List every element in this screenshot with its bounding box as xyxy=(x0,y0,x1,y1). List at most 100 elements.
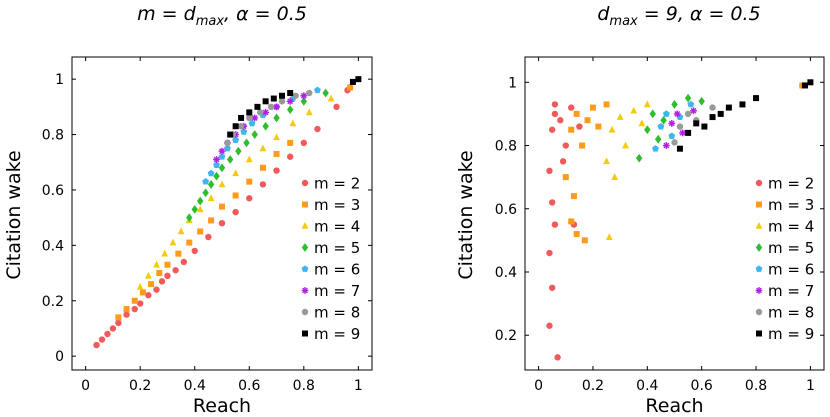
chart-title: dmax = 9, α = 0.5 xyxy=(597,3,760,29)
data-point xyxy=(287,90,294,97)
legend-label: m = 2 xyxy=(768,175,814,193)
data-point xyxy=(208,217,215,224)
data-point xyxy=(262,98,269,105)
legend-item: m = 4 xyxy=(755,218,814,236)
title-rest: , α = 0.5 xyxy=(224,3,307,25)
legend-label: m = 7 xyxy=(768,282,814,300)
data-point xyxy=(172,267,179,274)
data-point xyxy=(654,134,662,144)
data-point xyxy=(273,113,280,123)
data-point xyxy=(314,125,321,133)
legend-label: m = 5 xyxy=(314,239,360,257)
legend-item: m = 3 xyxy=(302,196,360,214)
series-2 xyxy=(546,101,583,361)
data-point xyxy=(333,103,340,111)
legend-marker xyxy=(755,308,763,316)
y-tick-label: 1 xyxy=(55,72,64,88)
data-point xyxy=(232,123,239,130)
legend-label: m = 4 xyxy=(768,218,814,236)
data-point xyxy=(196,205,204,213)
y-tick-label: 0 xyxy=(55,349,64,365)
data-point xyxy=(123,311,130,318)
title-subscript: max xyxy=(609,14,638,29)
legend-label: m = 7 xyxy=(314,282,360,300)
legend-item: m = 9 xyxy=(302,325,360,343)
data-point xyxy=(213,171,220,181)
data-point xyxy=(546,322,553,329)
data-point xyxy=(605,233,613,241)
y-tick-label: 0.4 xyxy=(495,265,517,281)
data-point xyxy=(186,213,193,223)
series-5 xyxy=(186,88,329,223)
data-point xyxy=(145,292,152,299)
x-tick-label: 0.6 xyxy=(691,378,713,394)
legend-marker xyxy=(756,201,762,208)
data-point xyxy=(205,233,212,241)
data-point xyxy=(579,142,586,149)
data-point xyxy=(232,136,240,144)
legend-item: m = 4 xyxy=(301,218,360,236)
data-point xyxy=(701,123,708,130)
series-7 xyxy=(662,107,697,149)
data-point xyxy=(246,109,253,116)
data-point xyxy=(109,325,117,332)
data-point xyxy=(262,121,269,131)
data-point xyxy=(273,150,280,157)
data-point xyxy=(227,131,234,138)
data-point xyxy=(259,144,267,152)
data-point xyxy=(161,249,169,257)
plot-frame xyxy=(524,56,825,371)
legend-item: m = 9 xyxy=(756,325,814,343)
data-point xyxy=(306,89,313,97)
data-point xyxy=(548,126,556,133)
y-tick-label: 0.6 xyxy=(495,202,517,218)
data-point xyxy=(256,109,264,116)
series-6 xyxy=(652,100,695,152)
legend-marker xyxy=(301,179,309,187)
data-point xyxy=(709,114,716,121)
data-point xyxy=(300,92,308,100)
series-9 xyxy=(676,79,814,152)
data-point xyxy=(622,141,629,149)
data-point xyxy=(169,238,177,246)
data-point xyxy=(662,110,670,117)
data-point xyxy=(251,130,258,139)
legend-label: m = 2 xyxy=(314,175,360,193)
data-point xyxy=(131,305,138,313)
legend: m = 2 m = 3 m = 4 m = 5 m = 6 m = 7 m = 8 m = 9 xyxy=(755,175,814,343)
data-point xyxy=(739,101,746,108)
y-tick-label: 0.8 xyxy=(495,139,517,155)
data-point xyxy=(180,258,188,266)
legend-item: m = 7 xyxy=(301,282,360,300)
x-tick-label: 0.8 xyxy=(745,378,767,394)
data-point xyxy=(693,120,700,127)
data-point xyxy=(660,115,667,125)
data-point xyxy=(611,173,619,180)
data-point xyxy=(238,114,245,121)
data-point xyxy=(698,96,705,106)
data-point xyxy=(807,79,814,86)
title-variable: m xyxy=(137,3,156,25)
data-point xyxy=(568,126,575,133)
data-point xyxy=(292,92,299,99)
data-point xyxy=(673,110,681,118)
data-point xyxy=(286,153,294,160)
plot-frame xyxy=(71,56,373,371)
data-point xyxy=(218,147,226,155)
data-point xyxy=(753,95,760,102)
data-point xyxy=(801,82,808,89)
data-point xyxy=(232,192,239,199)
data-point xyxy=(589,104,596,111)
data-point xyxy=(286,105,294,115)
x-tick-label: 0.8 xyxy=(293,378,315,394)
data-point xyxy=(314,86,321,94)
x-tick-label: 0.4 xyxy=(184,378,206,394)
data-point xyxy=(175,250,182,257)
legend-item: m = 8 xyxy=(755,304,814,322)
data-point xyxy=(218,153,226,160)
data-point xyxy=(259,164,266,171)
data-point xyxy=(671,100,678,109)
data-point xyxy=(546,249,553,257)
data-point xyxy=(300,96,308,106)
data-point xyxy=(232,208,239,216)
